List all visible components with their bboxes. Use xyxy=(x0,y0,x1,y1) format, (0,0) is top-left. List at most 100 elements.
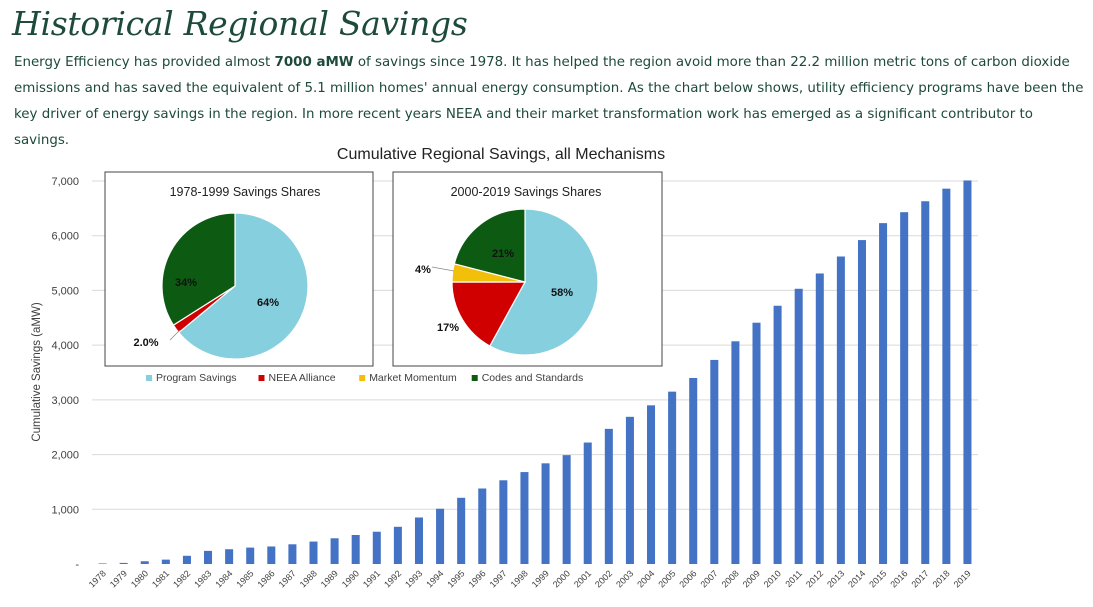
x-tick-label: 2006 xyxy=(677,568,698,589)
bar-2008 xyxy=(731,341,740,564)
inset-1978-1999: 1978-1999 Savings Shares 64% 2.0% 34% xyxy=(104,171,374,367)
pie-1978-1999-title: 1978-1999 Savings Shares xyxy=(170,185,321,199)
bar-1997 xyxy=(499,480,508,564)
bar-1978 xyxy=(98,563,107,564)
x-tick-label: 1978 xyxy=(87,568,108,589)
x-tick-label: 2004 xyxy=(635,568,656,589)
bar-1984 xyxy=(225,549,234,564)
legend-swatch xyxy=(146,375,152,381)
bar-1985 xyxy=(246,547,255,564)
pie-slice-codes-and-standards xyxy=(453,208,526,283)
pie-slice-program-savings xyxy=(177,212,309,360)
x-tick-label: 1982 xyxy=(171,568,192,589)
x-tick-label: 2001 xyxy=(572,568,593,589)
x-tick-label: 2010 xyxy=(762,568,783,589)
y-tick-label: 3,000 xyxy=(51,395,79,407)
cumulative-savings-chart: Cumulative Regional Savings, all Mechani… xyxy=(31,146,978,590)
bar-2019 xyxy=(963,180,972,564)
x-tick-label: 2013 xyxy=(825,568,846,589)
bar-1981 xyxy=(161,559,170,564)
x-tick-label: 2014 xyxy=(846,568,867,589)
pie-2000-2019-title: 2000-2019 Savings Shares xyxy=(451,185,602,199)
bar-1992 xyxy=(393,526,402,564)
x-tick-label: 2008 xyxy=(720,568,741,589)
pie-leader-line xyxy=(431,266,455,272)
intro-text-end: of savings since 1978. It has helped the… xyxy=(14,55,1084,148)
intro-paragraph: Energy Efficiency has provided almost 70… xyxy=(14,50,1086,154)
x-tick-label: 1989 xyxy=(319,568,340,589)
x-tick-label: 2017 xyxy=(909,568,930,589)
pie-data-label: 34% xyxy=(175,277,197,289)
pie-data-label: 21% xyxy=(492,248,514,260)
x-tick-label: 2007 xyxy=(698,568,719,589)
intro-text-start: Energy Efficiency has provided almost xyxy=(14,55,275,70)
x-tick-label: 2015 xyxy=(867,568,888,589)
x-tick-label: 1984 xyxy=(213,568,234,589)
x-tick-label: 1981 xyxy=(150,568,171,589)
pie-slice-program-savings xyxy=(489,208,599,356)
bar-2003 xyxy=(625,416,634,564)
legend-label: Market Momentum xyxy=(369,372,457,384)
x-tick-label: 1995 xyxy=(445,568,466,589)
x-tick-label: 2012 xyxy=(804,568,825,589)
bar-1987 xyxy=(288,544,297,564)
bar-1996 xyxy=(478,488,487,564)
bar-2006 xyxy=(689,377,698,564)
x-tick-label: 1997 xyxy=(488,568,509,589)
bar-2001 xyxy=(583,442,592,564)
x-tick-label: 2002 xyxy=(593,568,614,589)
x-tick-label: 2016 xyxy=(888,568,909,589)
bar-2017 xyxy=(921,201,930,564)
legend-label: NEEA Alliance xyxy=(269,372,336,384)
y-tick-label: - xyxy=(75,559,79,571)
pie-data-label: 17% xyxy=(437,322,459,334)
pie-slice-codes-and-standards xyxy=(161,212,236,326)
bar-2000 xyxy=(562,455,571,564)
x-tick-label: 1994 xyxy=(424,568,445,589)
legend: Program Savings NEEA Alliance Market Momen… xyxy=(146,372,583,384)
bar-1994 xyxy=(436,508,445,564)
bar-1988 xyxy=(309,541,318,564)
pie-data-label: 58% xyxy=(551,287,573,299)
bar-1983 xyxy=(204,550,213,564)
bar-1990 xyxy=(351,535,360,564)
bar-2010 xyxy=(773,305,782,564)
y-tick-label: 2,000 xyxy=(51,450,79,462)
pie-leader-line xyxy=(169,329,181,341)
x-tick-label: 1979 xyxy=(108,568,129,589)
legend-swatch xyxy=(471,375,478,381)
x-tick-label: 1987 xyxy=(277,568,298,589)
pie-1978-1999: 64% 2.0% 34% xyxy=(133,212,309,360)
pie-slice-neea-alliance xyxy=(451,281,527,347)
page-title: Historical Regional Savings xyxy=(12,4,468,43)
x-tick-label: 1986 xyxy=(255,568,276,589)
bar-1993 xyxy=(414,517,423,564)
bar-2004 xyxy=(647,405,656,564)
legend-label: Codes and Standards xyxy=(482,372,584,384)
bar-1991 xyxy=(372,531,381,564)
x-tick-label: 2011 xyxy=(783,568,804,589)
bar-2007 xyxy=(710,359,719,564)
legend-swatch xyxy=(359,375,366,381)
legend-swatch xyxy=(258,375,265,381)
y-tick-label: 4,000 xyxy=(51,340,79,352)
bar-2016 xyxy=(900,212,909,565)
inset-2000-2019: 2000-2019 Savings Shares 58% 17% 4% 21% xyxy=(392,171,663,367)
bar-2015 xyxy=(879,223,888,564)
bar-1982 xyxy=(182,555,191,564)
bar-2011 xyxy=(794,288,803,564)
legend-label: Program Savings xyxy=(156,372,237,384)
x-tick-label: 1999 xyxy=(530,568,551,589)
bar-1986 xyxy=(267,546,276,564)
chart-title: Cumulative Regional Savings, all Mechani… xyxy=(337,146,665,163)
bar-1979 xyxy=(119,562,128,564)
x-tick-label: 2003 xyxy=(614,568,635,589)
bar-series xyxy=(98,180,972,565)
pie-data-label: 2.0% xyxy=(133,337,158,349)
x-tick-label: 1983 xyxy=(192,568,213,589)
bar-2009 xyxy=(752,322,761,564)
y-axis-label: Cumulative Savings (aMW) xyxy=(31,302,43,441)
bar-2018 xyxy=(942,188,951,564)
x-tick-label: 1996 xyxy=(466,568,487,589)
x-tick-label: 1990 xyxy=(340,568,361,589)
